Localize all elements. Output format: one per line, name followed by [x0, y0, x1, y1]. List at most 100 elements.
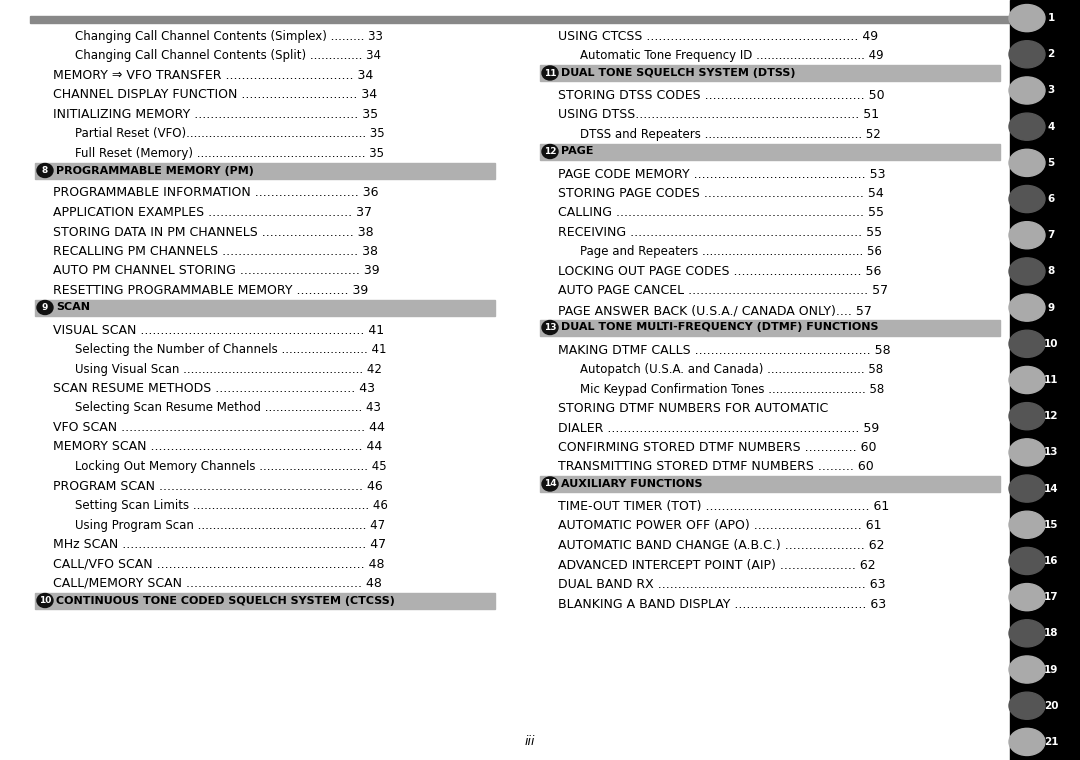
- Text: 4: 4: [1048, 122, 1055, 131]
- Text: STORING DATA IN PM CHANNELS ....................... 38: STORING DATA IN PM CHANNELS ............…: [53, 226, 374, 239]
- Ellipse shape: [542, 66, 558, 80]
- Text: AUTOMATIC POWER OFF (APO) ........................... 61: AUTOMATIC POWER OFF (APO) ..............…: [558, 520, 881, 533]
- Ellipse shape: [1009, 113, 1045, 141]
- Text: 8: 8: [42, 166, 49, 175]
- Ellipse shape: [1009, 692, 1045, 719]
- Ellipse shape: [1009, 77, 1045, 104]
- Text: RECEIVING .......................................................... 55: RECEIVING ..............................…: [558, 226, 882, 239]
- Ellipse shape: [1009, 439, 1045, 466]
- Ellipse shape: [1009, 403, 1045, 429]
- Text: 12: 12: [1043, 411, 1058, 421]
- Text: ADVANCED INTERCEPT POINT (AIP) ................... 62: ADVANCED INTERCEPT POINT (AIP) .........…: [558, 559, 876, 572]
- Ellipse shape: [1009, 619, 1045, 647]
- Text: AUTOMATIC BAND CHANGE (A.B.C.) .................... 62: AUTOMATIC BAND CHANGE (A.B.C.) .........…: [558, 539, 885, 552]
- Text: VFO SCAN ............................................................. 44: VFO SCAN ...............................…: [53, 421, 384, 434]
- Text: INITIALIZING MEMORY ......................................... 35: INITIALIZING MEMORY ....................…: [53, 108, 378, 121]
- Text: PAGE ANSWER BACK (U.S.A./ CANADA ONLY).... 57: PAGE ANSWER BACK (U.S.A./ CANADA ONLY)..…: [558, 304, 872, 317]
- Text: AUXILIARY FUNCTIONS: AUXILIARY FUNCTIONS: [561, 479, 702, 489]
- Ellipse shape: [37, 300, 53, 315]
- Text: Mic Keypad Confirmation Tones .......................... 58: Mic Keypad Confirmation Tones ..........…: [580, 382, 885, 395]
- Text: 7: 7: [1048, 230, 1055, 240]
- Ellipse shape: [1009, 511, 1045, 538]
- Ellipse shape: [1009, 185, 1045, 213]
- Text: 8: 8: [1048, 267, 1055, 277]
- Ellipse shape: [1009, 656, 1045, 683]
- Ellipse shape: [37, 594, 53, 607]
- Text: Using Visual Scan ................................................ 42: Using Visual Scan ......................…: [75, 363, 382, 375]
- Text: PROGRAMMABLE MEMORY (PM): PROGRAMMABLE MEMORY (PM): [56, 166, 254, 176]
- Text: 13: 13: [1043, 448, 1058, 458]
- Text: USING DTSS........................................................ 51: USING DTSS..............................…: [558, 109, 879, 122]
- Text: Changing Call Channel Contents (Split) .............. 34: Changing Call Channel Contents (Split) .…: [75, 49, 381, 62]
- Text: CHANNEL DISPLAY FUNCTION ............................. 34: CHANNEL DISPLAY FUNCTION ...............…: [53, 88, 377, 102]
- Text: Setting Scan Limits ............................................... 46: Setting Scan Limits ....................…: [75, 499, 388, 512]
- Ellipse shape: [1009, 258, 1045, 285]
- Ellipse shape: [1009, 149, 1045, 176]
- Bar: [30, 16, 1010, 23]
- Text: CONTINUOUS TONE CODED SQUELCH SYSTEM (CTCSS): CONTINUOUS TONE CODED SQUELCH SYSTEM (CT…: [56, 596, 395, 606]
- Text: APPLICATION EXAMPLES .................................... 37: APPLICATION EXAMPLES ...................…: [53, 206, 372, 219]
- Text: DUAL TONE SQUELCH SYSTEM (DTSS): DUAL TONE SQUELCH SYSTEM (DTSS): [561, 68, 796, 78]
- Text: 3: 3: [1048, 85, 1055, 96]
- Text: 14: 14: [543, 480, 556, 489]
- Bar: [540, 319, 1000, 335]
- Text: MEMORY ⇒ VFO TRANSFER ................................ 34: MEMORY ⇒ VFO TRANSFER ..................…: [53, 69, 374, 82]
- Text: CALLING .............................................................. 55: CALLING ................................…: [558, 207, 885, 220]
- Text: Using Program Scan ............................................. 47: Using Program Scan .....................…: [75, 518, 386, 531]
- Text: 9: 9: [1048, 302, 1054, 312]
- Text: 1: 1: [1048, 13, 1055, 23]
- Text: RECALLING PM CHANNELS .................................. 38: RECALLING PM CHANNELS ..................…: [53, 245, 378, 258]
- Ellipse shape: [1009, 475, 1045, 502]
- Text: CALL/VFO SCAN .................................................... 48: CALL/VFO SCAN ..........................…: [53, 558, 384, 571]
- Text: CALL/MEMORY SCAN ............................................ 48: CALL/MEMORY SCAN .......................…: [53, 577, 382, 590]
- Text: TRANSMITTING STORED DTMF NUMBERS ......... 60: TRANSMITTING STORED DTMF NUMBERS .......…: [558, 461, 874, 473]
- Ellipse shape: [542, 477, 558, 491]
- Text: MHz SCAN ............................................................. 47: MHz SCAN ...............................…: [53, 538, 387, 551]
- Text: AUTO PAGE CANCEL ............................................. 57: AUTO PAGE CANCEL .......................…: [558, 284, 888, 297]
- Text: 2: 2: [1048, 49, 1055, 59]
- Ellipse shape: [1009, 331, 1045, 357]
- Text: Partial Reset (VFO)................................................ 35: Partial Reset (VFO).....................…: [75, 128, 384, 141]
- Text: PAGE CODE MEMORY ........................................... 53: PAGE CODE MEMORY .......................…: [558, 167, 886, 181]
- Text: STORING DTSS CODES ........................................ 50: STORING DTSS CODES .....................…: [558, 89, 885, 102]
- Text: USING CTCSS ..................................................... 49: USING CTCSS ............................…: [558, 30, 878, 43]
- Text: BLANKING A BAND DISPLAY ................................. 63: BLANKING A BAND DISPLAY ................…: [558, 597, 886, 610]
- Bar: [1010, 0, 1080, 760]
- Text: 15: 15: [1043, 520, 1058, 530]
- Text: 19: 19: [1043, 664, 1058, 675]
- Text: Locking Out Memory Channels ............................. 45: Locking Out Memory Channels ............…: [75, 460, 387, 473]
- Text: STORING PAGE CODES ........................................ 54: STORING PAGE CODES .....................…: [558, 187, 883, 200]
- Text: MEMORY SCAN ..................................................... 44: MEMORY SCAN ............................…: [53, 441, 382, 454]
- Text: 14: 14: [1043, 483, 1058, 493]
- Text: PAGE: PAGE: [561, 147, 594, 157]
- Text: 17: 17: [1043, 592, 1058, 602]
- Text: LOCKING OUT PAGE CODES ................................ 56: LOCKING OUT PAGE CODES .................…: [558, 265, 881, 278]
- Bar: [35, 163, 495, 179]
- Ellipse shape: [1009, 294, 1045, 321]
- Text: 10: 10: [39, 596, 51, 605]
- Text: 20: 20: [1043, 701, 1058, 711]
- Ellipse shape: [1009, 728, 1045, 755]
- Text: TIME-OUT TIMER (TOT) ......................................... 61: TIME-OUT TIMER (TOT) ...................…: [558, 500, 889, 513]
- Text: 11: 11: [543, 68, 556, 78]
- Text: DTSS and Repeaters .......................................... 52: DTSS and Repeaters .....................…: [580, 128, 881, 141]
- Ellipse shape: [1009, 584, 1045, 611]
- Text: Page and Repeaters ........................................... 56: Page and Repeaters .....................…: [580, 245, 882, 258]
- Text: PROGRAM SCAN ................................................... 46: PROGRAM SCAN ...........................…: [53, 480, 382, 492]
- Ellipse shape: [542, 144, 558, 159]
- Bar: [35, 593, 495, 609]
- Ellipse shape: [37, 163, 53, 178]
- Text: 11: 11: [1043, 375, 1058, 385]
- Bar: [540, 476, 1000, 492]
- Ellipse shape: [542, 321, 558, 334]
- Ellipse shape: [1009, 5, 1045, 32]
- Text: 13: 13: [543, 323, 556, 332]
- Text: iii: iii: [525, 735, 536, 748]
- Text: SCAN RESUME METHODS ................................... 43: SCAN RESUME METHODS ....................…: [53, 382, 375, 395]
- Text: DUAL TONE MULTI-FREQUENCY (DTMF) FUNCTIONS: DUAL TONE MULTI-FREQUENCY (DTMF) FUNCTIO…: [561, 322, 878, 333]
- Text: Selecting the Number of Channels ....................... 41: Selecting the Number of Channels .......…: [75, 343, 387, 356]
- Text: 21: 21: [1043, 737, 1058, 747]
- Text: 18: 18: [1043, 629, 1058, 638]
- Text: Changing Call Channel Contents (Simplex) ......... 33: Changing Call Channel Contents (Simplex)…: [75, 30, 383, 43]
- Ellipse shape: [1009, 366, 1045, 394]
